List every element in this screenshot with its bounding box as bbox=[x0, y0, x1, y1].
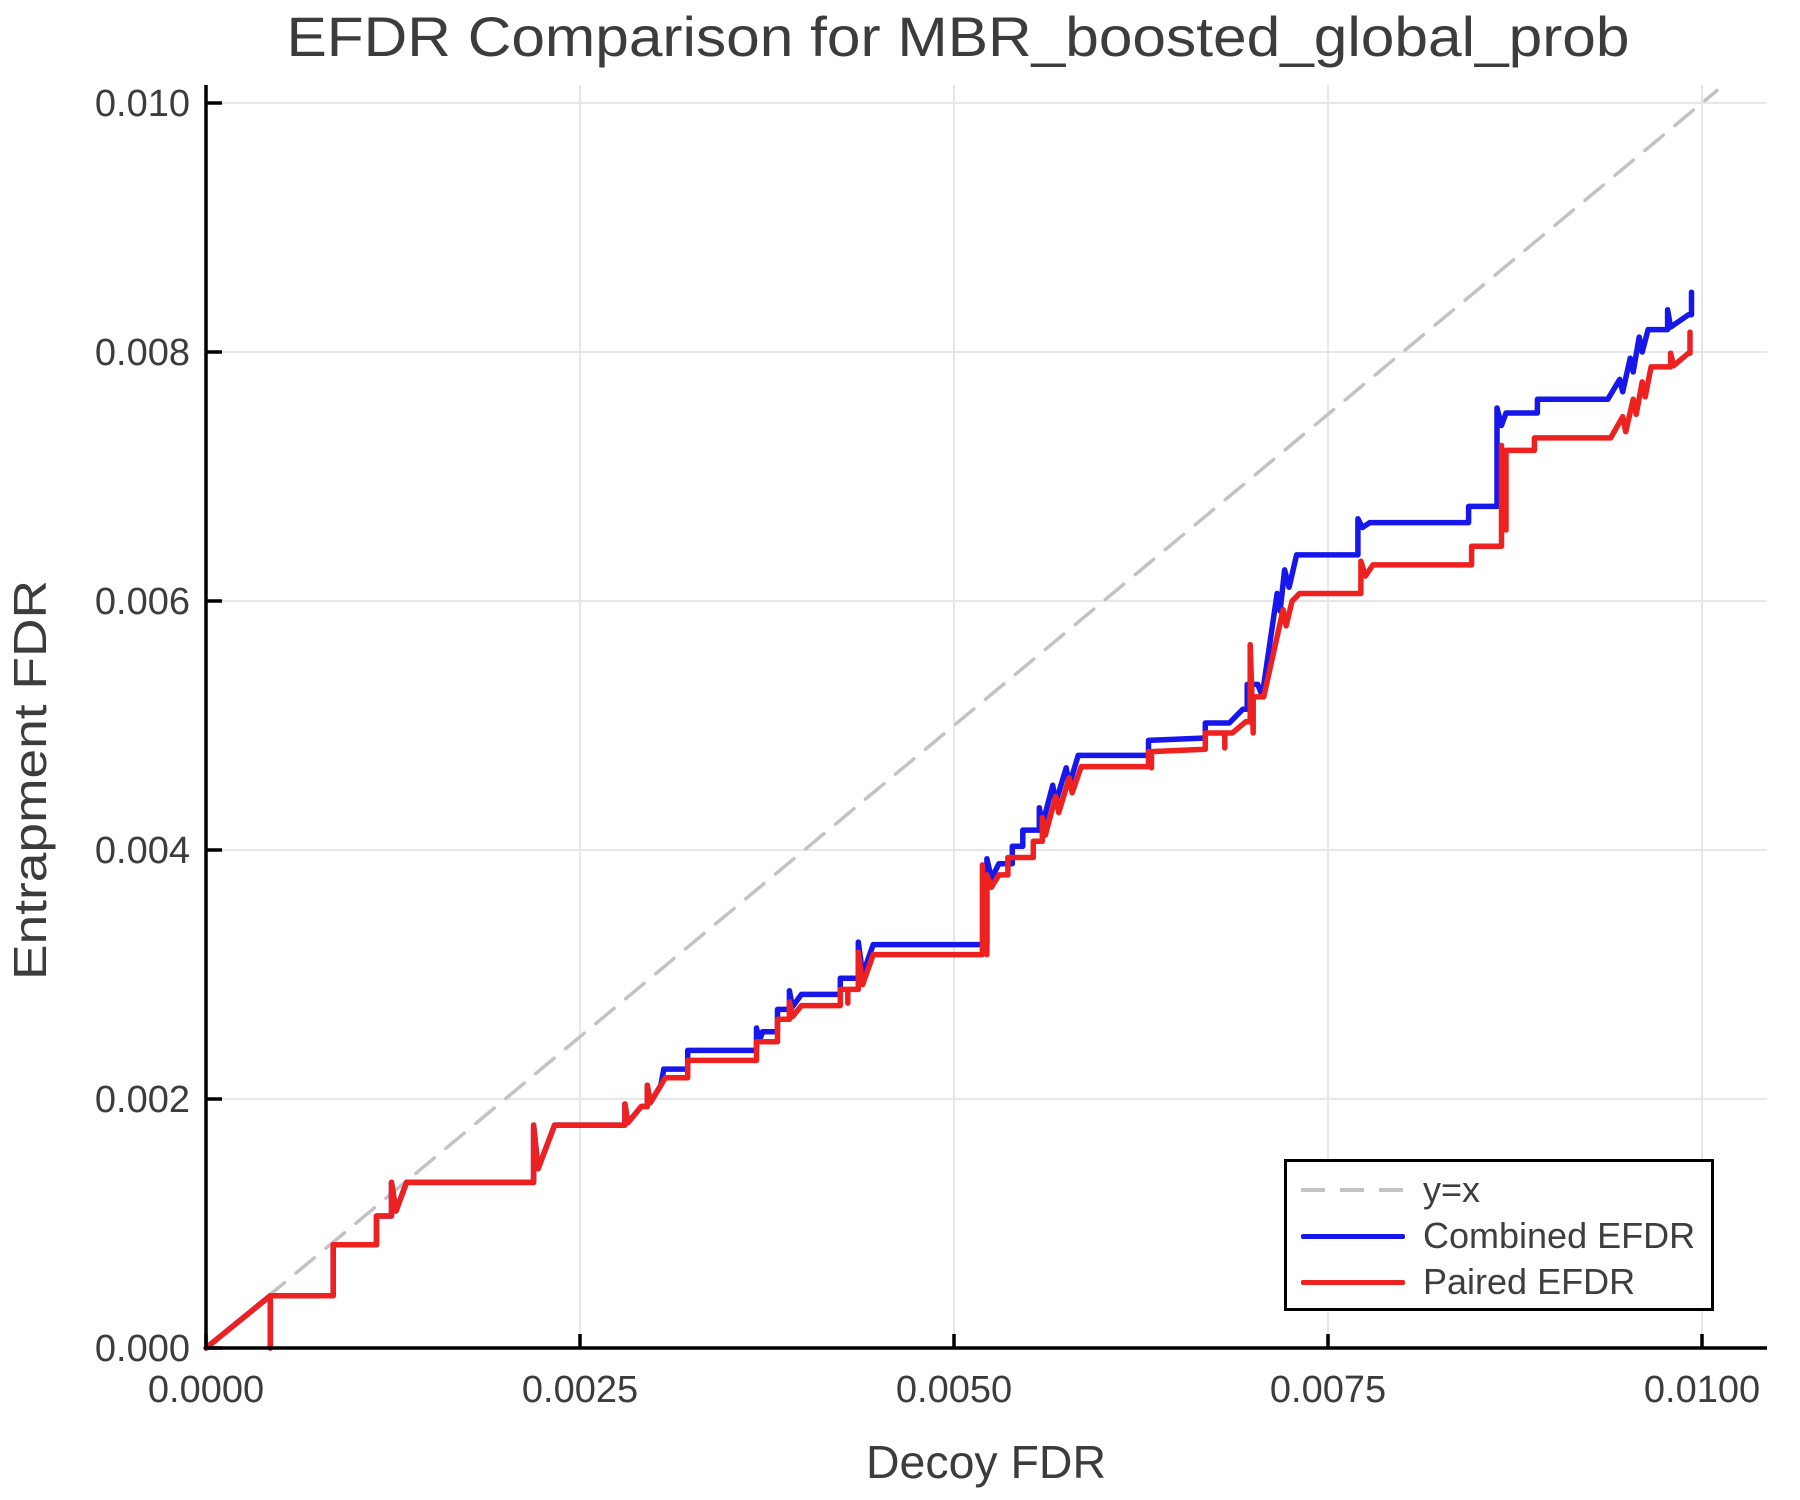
y-tick-label: 0.010 bbox=[95, 83, 190, 125]
series-layer bbox=[203, 88, 1719, 1351]
y-tick-label: 0.004 bbox=[95, 830, 190, 872]
x-tick-label: 0.0100 bbox=[1644, 1369, 1760, 1411]
chart-title: EFDR Comparison for MBR_boosted_global_p… bbox=[287, 5, 1630, 68]
y-axis-label: Entrapment FDR bbox=[4, 580, 56, 980]
tick-label-layer: 0.0000 0.0025 0.0050 0.0075 0.0100 0.000 0.002… bbox=[95, 83, 1760, 1411]
y-tick-label: 0.002 bbox=[95, 1079, 190, 1121]
legend-label-identity: y=x bbox=[1423, 1169, 1481, 1210]
x-tick-label: 0.0025 bbox=[522, 1369, 638, 1411]
legend-label-paired: Paired EFDR bbox=[1423, 1261, 1636, 1302]
paired-efdr-line bbox=[203, 329, 1693, 1351]
x-tick-label: 0.0050 bbox=[896, 1369, 1012, 1411]
identity-line-swatch bbox=[1301, 1188, 1405, 1192]
identity-line bbox=[204, 88, 1719, 1350]
legend-box: y=x Combined EFDR Paired EFDR bbox=[1284, 1159, 1714, 1311]
x-axis-label: Decoy FDR bbox=[866, 1436, 1106, 1488]
combined-efdr-swatch bbox=[1301, 1233, 1405, 1239]
y-tick-label: 0.000 bbox=[95, 1328, 190, 1370]
paired-efdr-swatch bbox=[1301, 1279, 1405, 1285]
legend-row-identity: y=x bbox=[1287, 1168, 1711, 1212]
tick-layer bbox=[204, 101, 1704, 1350]
x-tick-label: 0.0000 bbox=[148, 1369, 264, 1411]
axes-layer bbox=[204, 85, 1767, 1350]
y-tick-label: 0.006 bbox=[95, 581, 190, 623]
legend-row-paired: Paired EFDR bbox=[1287, 1260, 1711, 1304]
y-tick-label: 0.008 bbox=[95, 332, 190, 374]
legend-row-combined: Combined EFDR bbox=[1287, 1214, 1711, 1258]
legend-label-combined: Combined EFDR bbox=[1423, 1215, 1696, 1256]
x-tick-label: 0.0075 bbox=[1270, 1369, 1386, 1411]
